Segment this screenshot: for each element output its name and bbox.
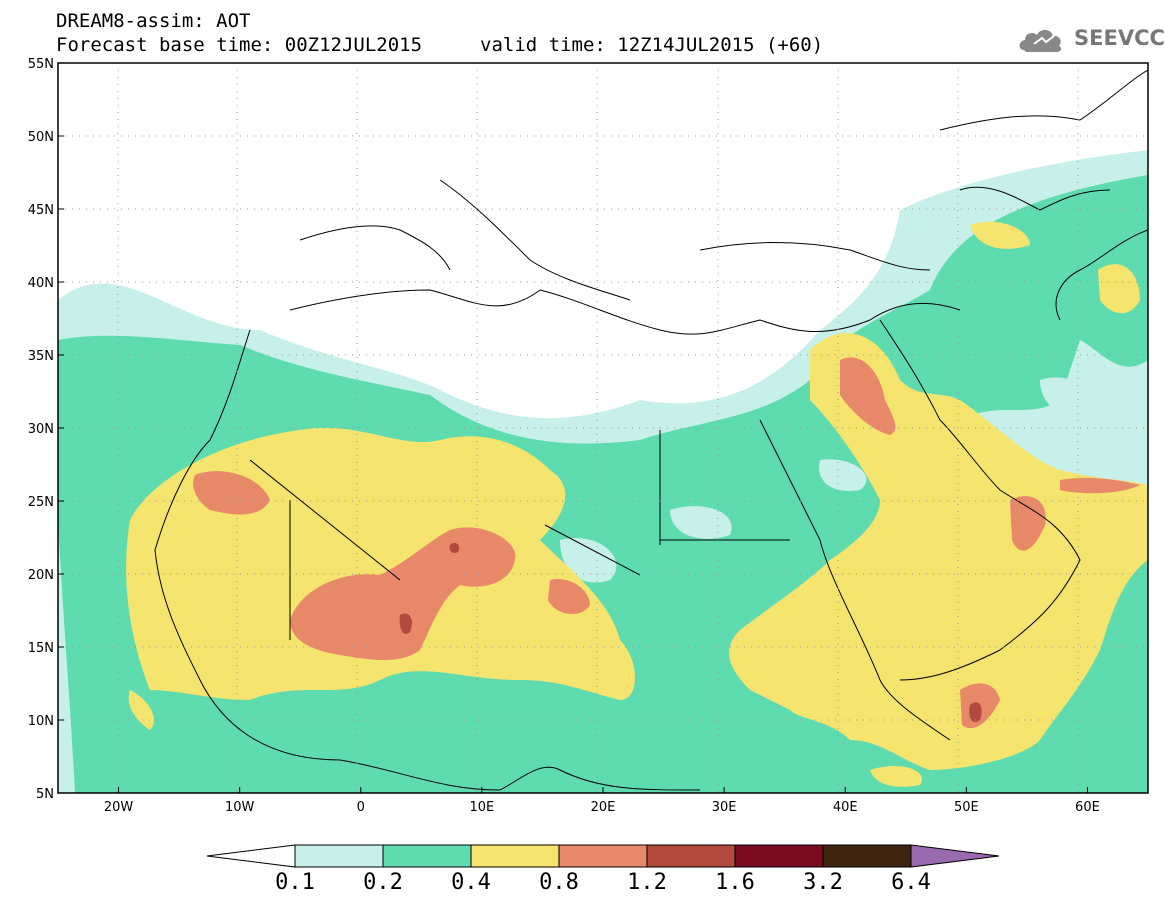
longitude-tick-label: 0 xyxy=(357,800,365,815)
latitude-labels: 55N 50N 45N 40N 35N 30N 25N 20N 15N 10N 5N xyxy=(28,57,54,802)
colorbar-label: 3.2 xyxy=(803,870,843,895)
longitude-tick-label: 20W xyxy=(104,800,134,815)
aot-pocket xyxy=(819,459,867,491)
colorbar xyxy=(206,844,1000,868)
aot-contour-0.8 xyxy=(548,579,590,615)
colorbar-swatch xyxy=(470,844,560,868)
latitude-tick-label: 40N xyxy=(28,276,54,291)
colorbar-label: 0.8 xyxy=(539,870,579,895)
latitude-tick-label: 10N xyxy=(28,714,54,729)
longitude-labels: 20W 10W 0 10E 20E 30E 40E 50E 60E xyxy=(104,800,1100,815)
longitude-tick-label: 30E xyxy=(712,800,737,815)
latitude-tick-label: 15N xyxy=(28,641,54,656)
map-title: DREAM8-assim: AOT xyxy=(56,10,251,32)
latitude-tick-label: 55N xyxy=(28,57,54,72)
aot-contour-0.4 xyxy=(870,765,922,787)
colorbar-labels: 0.1 0.2 0.4 0.8 1.2 1.6 3.2 6.4 xyxy=(275,870,931,895)
aot-contour-1.2 xyxy=(399,613,412,635)
colorbar-swatch xyxy=(294,844,384,868)
colorbar-label: 0.1 xyxy=(275,870,315,895)
colorbar-label: 1.6 xyxy=(715,870,755,895)
colorbar-swatch xyxy=(382,844,472,868)
aot-contour-1.2 xyxy=(969,702,982,723)
aot-contour-0.4 xyxy=(1098,264,1140,314)
colorbar-label: 0.4 xyxy=(451,870,491,895)
latitude-tick-label: 45N xyxy=(28,203,54,218)
colorbar-swatch xyxy=(646,844,736,868)
axis-ticks xyxy=(58,62,1088,794)
longitude-tick-label: 10W xyxy=(225,800,255,815)
aot-contour-0.8 xyxy=(1060,477,1140,494)
colorbar-swatch xyxy=(734,844,824,868)
aot-contour-0.4 xyxy=(729,333,1148,770)
colorbar-upper-extension xyxy=(910,844,1000,868)
latitude-tick-label: 25N xyxy=(28,495,54,510)
latitude-tick-label: 5N xyxy=(36,787,54,802)
longitude-tick-label: 50E xyxy=(954,800,979,815)
aot-contour-1.2 xyxy=(449,542,460,553)
longitude-tick-label: 10E xyxy=(470,800,495,815)
aot-contour-0.8 xyxy=(840,357,896,435)
logo-text: SEEVCCC xyxy=(1074,26,1165,50)
aot-contour-0.4 xyxy=(128,690,154,730)
latitude-tick-label: 50N xyxy=(28,130,54,145)
longitude-tick-label: 40E xyxy=(833,800,858,815)
latitude-tick-label: 35N xyxy=(28,349,54,364)
aot-pocket xyxy=(560,538,617,583)
graticule xyxy=(58,63,1148,793)
aot-pocket xyxy=(670,506,732,539)
aot-field xyxy=(58,63,1148,793)
cloud-logo-icon xyxy=(1019,29,1062,52)
colorbar-lower-extension xyxy=(206,844,296,868)
valid-time: valid time: 12Z14JUL2015 (+60) xyxy=(480,34,824,56)
aot-contour-0.4 xyxy=(970,221,1030,249)
colorbar-label: 6.4 xyxy=(891,870,931,895)
aot-contour-0.8 xyxy=(193,471,270,515)
colorbar-label: 0.2 xyxy=(363,870,403,895)
colorbar-label: 1.2 xyxy=(627,870,667,895)
longitude-tick-label: 20E xyxy=(591,800,616,815)
longitude-tick-label: 60E xyxy=(1075,800,1100,815)
latitude-tick-label: 20N xyxy=(28,568,54,583)
coastlines xyxy=(154,69,1148,791)
colorbar-swatch xyxy=(822,844,912,868)
aot-pocket xyxy=(1040,377,1092,414)
aot-contour-0.8 xyxy=(290,527,516,660)
forecast-base-time: Forecast base time: 00Z12JUL2015 xyxy=(56,34,423,56)
latitude-tick-label: 30N xyxy=(28,422,54,437)
seevccc-logo: SEEVCCC xyxy=(1016,22,1165,58)
aot-contour-0.8 xyxy=(1010,496,1046,551)
colorbar-swatch xyxy=(558,844,648,868)
